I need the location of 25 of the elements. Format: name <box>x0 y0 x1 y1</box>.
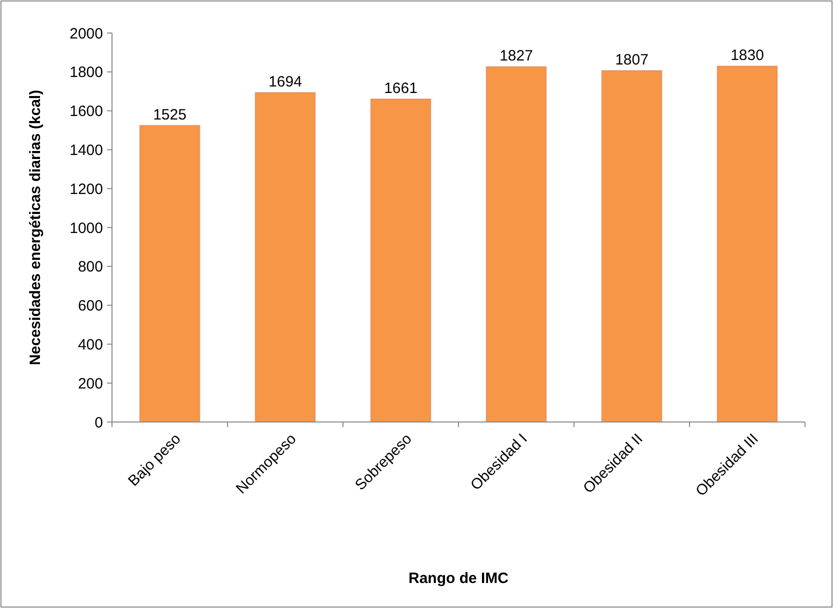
bar <box>370 98 432 422</box>
y-tick-label: 1800 <box>70 64 103 82</box>
data-label: 1807 <box>615 52 648 69</box>
bar <box>716 66 778 422</box>
data-label: 1830 <box>730 47 764 64</box>
y-tick-label: 1000 <box>70 220 103 237</box>
bar <box>601 70 662 422</box>
bar <box>486 66 547 422</box>
y-tick-label: 400 <box>78 336 103 354</box>
x-axis-title: Rango de IMC <box>408 570 509 587</box>
y-tick-label: 200 <box>78 375 103 392</box>
y-tick-label: 1600 <box>70 103 103 120</box>
data-label: 1525 <box>153 106 186 124</box>
y-tick-label: 1200 <box>70 180 103 198</box>
bar <box>139 124 200 422</box>
y-tick-label: 2000 <box>70 25 103 42</box>
y-axis-title: Necesidades energéticas diarias (kcal) <box>27 90 44 366</box>
y-tick-label: 0 <box>94 414 103 432</box>
data-label: 1827 <box>500 48 533 65</box>
y-tick-label: 800 <box>78 258 103 276</box>
data-label: 1694 <box>268 74 302 91</box>
y-tick-label: 600 <box>78 298 103 315</box>
y-tick-label: 1400 <box>70 142 103 159</box>
bar <box>254 92 316 422</box>
data-label: 1661 <box>384 80 418 97</box>
